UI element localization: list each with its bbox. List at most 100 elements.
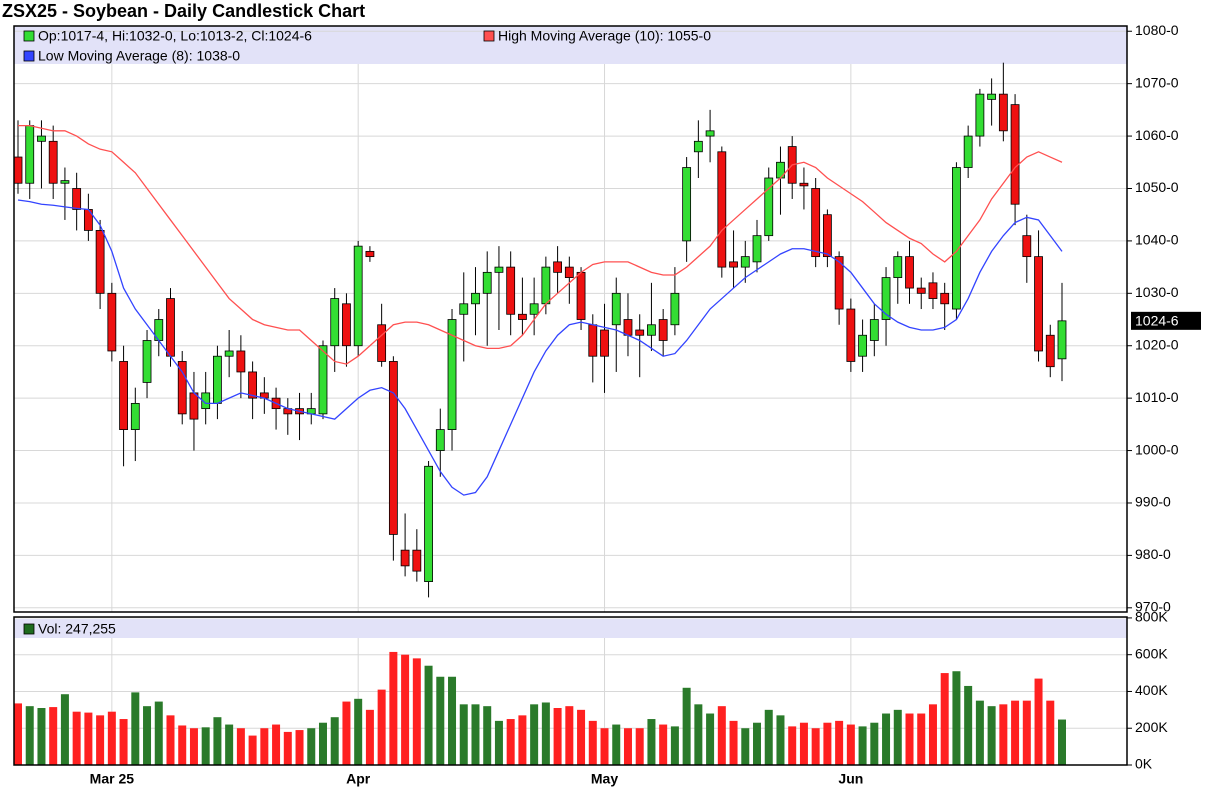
candle-body [670, 292, 680, 326]
candle-body [119, 361, 128, 430]
volume-bar [424, 665, 433, 765]
last-price-box [1131, 311, 1201, 330]
volume-bar [1034, 678, 1043, 765]
candle-body [107, 292, 117, 352]
volume-bar [788, 726, 797, 765]
volume-bar [377, 689, 386, 765]
volume-bar [753, 722, 762, 765]
candle-body [705, 130, 715, 137]
volume-bar [272, 724, 281, 765]
chart-title: ZSX25 - Soybean - Daily Candlestick Char… [2, 1, 365, 21]
volume-bar [846, 724, 855, 765]
candle-body [177, 361, 187, 415]
volume-bar [553, 708, 562, 765]
candle-body [963, 135, 973, 168]
volume-bar [49, 707, 58, 765]
candle-body [893, 256, 903, 278]
legend-label: Low Moving Average (8): 1038-0 [38, 48, 240, 64]
volume-bar [600, 728, 609, 765]
volume-bar [389, 651, 398, 765]
volume-bar [823, 722, 832, 765]
volume-bar [917, 713, 926, 765]
plot-frame [13, 25, 1128, 613]
candle-body [541, 266, 551, 305]
legend-swatch [23, 623, 35, 635]
volume-bar [178, 725, 187, 765]
volume-bar [987, 706, 996, 765]
volume-bar [835, 720, 844, 765]
volume-bar [37, 708, 46, 765]
legend-label: High Moving Average (10): 1055-0 [498, 28, 711, 44]
candle-body [459, 303, 469, 315]
volume-bar [225, 724, 234, 765]
candle-body [740, 256, 750, 268]
volume-bar [412, 658, 421, 765]
volume-bar [905, 713, 914, 765]
candle-body [940, 292, 950, 305]
candle-body [506, 266, 516, 315]
candle-body [494, 266, 504, 273]
candle-body [424, 465, 433, 582]
candle-body [764, 177, 774, 237]
candle-body [682, 167, 692, 242]
volume-bar [928, 704, 937, 765]
candle-body [518, 313, 527, 320]
volume-bar [318, 722, 327, 765]
candle-body [482, 271, 492, 294]
volume-bar [84, 712, 93, 765]
volume-bar [143, 706, 152, 765]
y-tick-label: 400K [1135, 682, 1168, 698]
candle-body [576, 271, 586, 320]
volume-bar [999, 704, 1008, 765]
volume-bar [96, 715, 105, 765]
x-tick-label: Mar 25 [90, 771, 135, 787]
moving-average-line [17, 199, 1063, 496]
volume-bar [342, 701, 351, 765]
volume-bar [530, 704, 539, 765]
x-tick-label: May [591, 771, 618, 787]
volume-bar [893, 709, 902, 765]
candle-body [998, 93, 1008, 132]
volume-bar [799, 722, 808, 765]
volume-bar [882, 713, 891, 765]
candle-body [342, 303, 351, 347]
volume-bar [248, 735, 257, 765]
volume-bar [436, 676, 445, 765]
volume-bar [1058, 719, 1066, 765]
volume-bar [131, 692, 140, 765]
volume-bar [682, 687, 691, 765]
candle-body [14, 156, 23, 184]
volume-bar [577, 709, 586, 765]
candle-body [822, 214, 832, 258]
x-tick-label: Apr [346, 771, 371, 787]
candle-body [952, 167, 961, 310]
candle-body [916, 287, 926, 294]
volume-bar [459, 704, 468, 765]
volume-bar [964, 685, 973, 765]
y-tick-label: 200K [1135, 719, 1168, 735]
candle-body [213, 355, 222, 404]
legend-swatch [23, 30, 35, 42]
candle-body [1034, 256, 1043, 352]
candle-body [142, 340, 152, 383]
volume-bar [60, 694, 69, 765]
candle-body [846, 308, 856, 362]
candle-body [588, 324, 598, 357]
candle-body [330, 298, 340, 347]
candle-body [471, 292, 480, 305]
volume-bar [670, 726, 679, 765]
volume-bar [717, 706, 726, 765]
volume-bar [588, 720, 597, 765]
volume-bar [623, 728, 632, 765]
y-tick-label: 990-0 [1135, 494, 1171, 510]
moving-average-line [18, 124, 1063, 365]
candle-body [881, 277, 891, 320]
volume-bar [975, 700, 984, 765]
volume-bar [541, 702, 550, 765]
volume-bar [612, 724, 621, 765]
legend-band [14, 26, 1127, 64]
volume-bar [119, 719, 128, 765]
volume-bar [154, 701, 163, 765]
candles [14, 62, 1067, 598]
volume-bar [764, 709, 773, 765]
